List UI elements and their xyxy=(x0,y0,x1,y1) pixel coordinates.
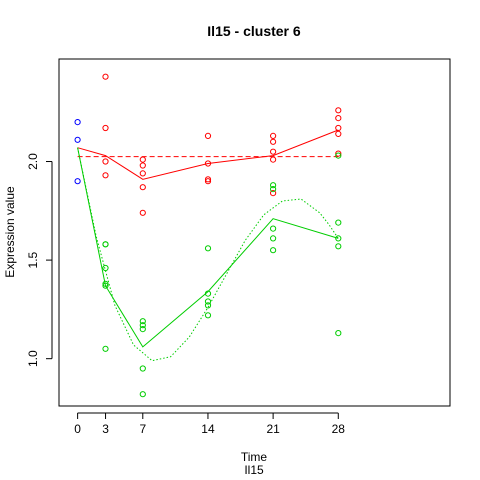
blue-data-point xyxy=(74,178,81,185)
x-tick-label: 28 xyxy=(332,422,346,436)
green-data-point xyxy=(139,391,146,398)
red-data-point xyxy=(335,124,342,132)
x-tick-label: 7 xyxy=(139,422,146,436)
y-axis: 1.0 1.5 2.0 xyxy=(26,153,53,367)
red-data-point xyxy=(139,170,146,177)
green-data-point xyxy=(270,225,277,232)
green-data-point xyxy=(204,298,212,305)
red-data-point xyxy=(139,184,146,191)
green-data-point xyxy=(335,152,342,159)
green-data-point xyxy=(270,247,277,254)
green-data-point xyxy=(139,322,146,329)
red-data-point xyxy=(335,115,342,122)
plot-frame xyxy=(58,58,451,407)
green-smooth-curve xyxy=(77,147,339,362)
green-data-point xyxy=(270,182,277,189)
red-data-point xyxy=(270,148,277,155)
green-data-point xyxy=(204,290,212,297)
red-data-point xyxy=(204,160,212,167)
x-axis: 0 3 7 14 21 28 xyxy=(74,412,346,436)
x-tick-label: 21 xyxy=(266,422,280,436)
red-data-point xyxy=(102,158,109,165)
red-data-point xyxy=(335,107,342,114)
green-data-point xyxy=(102,282,109,289)
red-data-point xyxy=(270,132,277,139)
green-data-point xyxy=(204,302,212,309)
x-tick-label: 3 xyxy=(102,422,109,436)
green-data-point xyxy=(139,365,146,372)
green-data-point xyxy=(102,264,109,272)
red-data-point xyxy=(139,156,146,163)
red-data-point xyxy=(102,73,109,80)
green-data-point xyxy=(102,241,109,248)
red-data-point xyxy=(204,132,212,139)
y-axis-label: Expression value xyxy=(3,186,17,278)
green-data-point xyxy=(139,318,146,325)
blue-data-point xyxy=(74,119,81,126)
green-data-point xyxy=(102,345,109,352)
y-tick-label: 1.5 xyxy=(26,251,40,268)
red-data-point xyxy=(270,138,277,145)
green-data-point xyxy=(335,219,342,226)
x-tick-label: 0 xyxy=(74,422,81,436)
green-data-point xyxy=(335,243,342,250)
y-tick-label: 1.0 xyxy=(26,350,40,367)
green-data-point xyxy=(335,235,342,242)
red-data-point xyxy=(335,150,342,157)
x-axis-label: Time xyxy=(241,450,268,464)
y-tick-label: 2.0 xyxy=(26,153,40,170)
green-data-point xyxy=(204,245,212,252)
red-data-point xyxy=(270,156,277,163)
green-data-point xyxy=(270,186,277,193)
green-data-point xyxy=(204,312,212,319)
red-data-point xyxy=(102,172,109,179)
red-data-point xyxy=(139,209,146,216)
red-data-point xyxy=(102,124,109,132)
plot-marks xyxy=(74,73,342,398)
chart-title: Il15 - cluster 6 xyxy=(207,23,301,39)
x-tick-label: 14 xyxy=(201,422,215,436)
green-data-point xyxy=(102,280,109,287)
green-data-point xyxy=(270,235,277,242)
green-mean-line xyxy=(77,147,339,348)
red-mean-line xyxy=(77,129,339,180)
red-data-point xyxy=(270,190,277,197)
red-data-point xyxy=(335,130,342,137)
x-axis-sublabel: Il15 xyxy=(244,463,264,477)
blue-data-point xyxy=(74,136,81,143)
green-data-point xyxy=(139,326,146,333)
red-data-point xyxy=(204,176,212,183)
green-data-point xyxy=(335,330,342,337)
red-data-point xyxy=(204,178,212,185)
red-data-point xyxy=(139,162,146,169)
